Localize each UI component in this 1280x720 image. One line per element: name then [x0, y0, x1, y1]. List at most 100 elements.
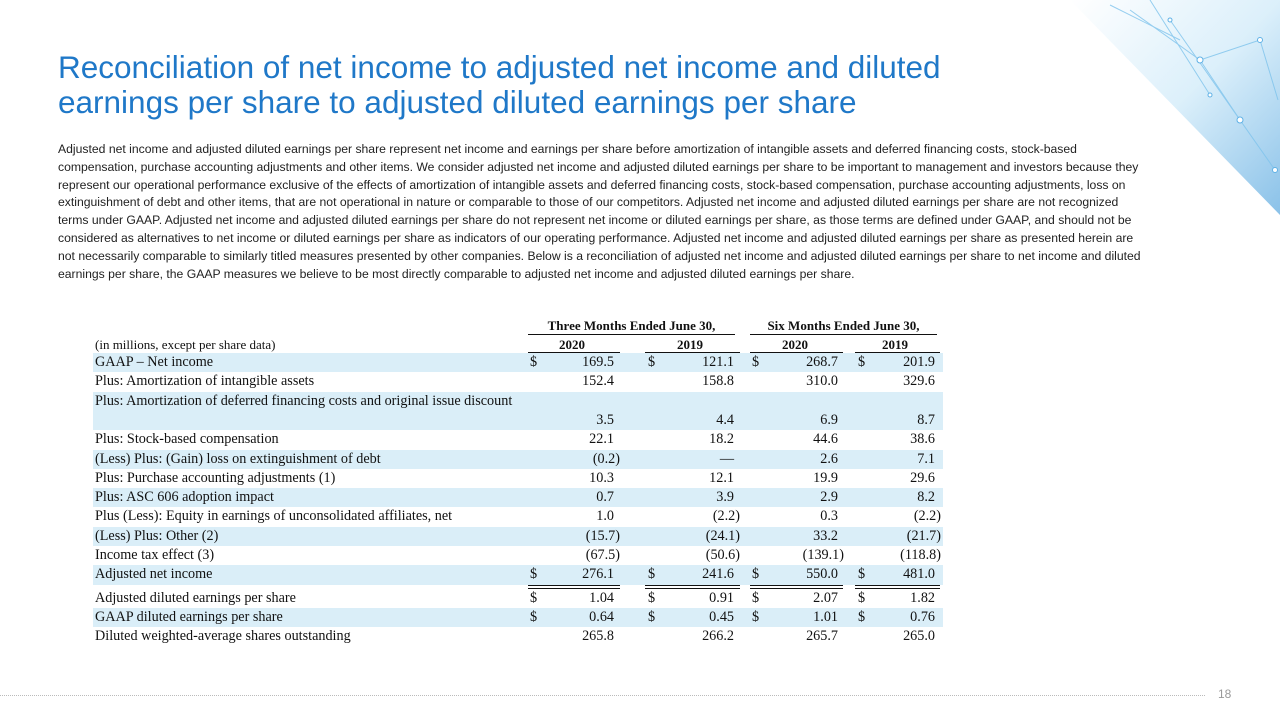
- row-label: Plus: Stock-based compensation: [95, 431, 279, 448]
- year-header: 2019: [677, 337, 703, 352]
- cell-value: 550.0: [806, 566, 838, 583]
- cell-value: (67.5): [585, 547, 620, 563]
- cell-value: 8.2: [917, 489, 935, 506]
- cell-value: 7.1: [917, 450, 935, 467]
- cell-value: 169.5: [582, 354, 614, 370]
- header-rule: [855, 352, 940, 353]
- cell-value: 1.82: [910, 589, 935, 606]
- row-shade: [93, 488, 943, 508]
- column-group-header: Six Months Ended June 30,: [767, 318, 920, 333]
- cell-value: (2.2): [913, 508, 941, 525]
- cell-value: 310.0: [806, 373, 838, 390]
- double-rule: [528, 584, 620, 589]
- cell-value: 0.3: [820, 508, 838, 525]
- cell-value: 268.7: [806, 354, 838, 370]
- cell-value: 22.1: [589, 431, 614, 448]
- currency-sign: $: [752, 608, 760, 625]
- cell-value: 0.64: [589, 608, 614, 625]
- cell-value: 44.6: [813, 431, 838, 448]
- cell-value: (118.8): [900, 547, 941, 563]
- cell-value: 329.6: [903, 373, 935, 390]
- cell-value: 201.9: [903, 354, 935, 370]
- currency-sign: $: [530, 354, 538, 370]
- slide-title: Reconciliation of net income to adjusted…: [58, 49, 941, 120]
- row-shade: [93, 449, 943, 469]
- cell-value: 121.1: [702, 354, 734, 370]
- cell-value: (0.2): [592, 450, 620, 467]
- currency-sign: $: [648, 608, 656, 625]
- row-shade: [93, 391, 943, 431]
- header-rule: [528, 352, 620, 353]
- cell-value: 158.8: [702, 373, 734, 390]
- row-label: GAAP – Net income: [95, 354, 214, 370]
- cell-value: (24.1): [705, 527, 740, 544]
- header-rule: [750, 334, 937, 335]
- cell-value: 265.0: [903, 628, 935, 645]
- year-header: 2019: [882, 337, 908, 352]
- year-header: 2020: [559, 337, 585, 352]
- cell-value: 266.2: [702, 628, 734, 645]
- row-shade: [93, 353, 943, 373]
- row-label: GAAP diluted earnings per share: [95, 608, 283, 625]
- row-label: Plus: ASC 606 adoption impact: [95, 489, 274, 506]
- currency-sign: $: [648, 589, 656, 606]
- row-label: (Less) Plus: Other (2): [95, 527, 219, 544]
- row-label: Income tax effect (3): [95, 547, 215, 563]
- cell-value: 2.6: [820, 450, 838, 467]
- intro-paragraph: Adjusted net income and adjusted diluted…: [58, 142, 1141, 281]
- page-number: 18: [1218, 687, 1232, 701]
- row-label: (Less) Plus: (Gain) loss on extinguishme…: [95, 450, 381, 467]
- cell-value: 38.6: [910, 431, 935, 448]
- cell-value: (139.1): [802, 547, 844, 563]
- currency-sign: $: [858, 354, 866, 370]
- row-label: Adjusted diluted earnings per share: [95, 589, 296, 606]
- double-rule: [645, 584, 740, 589]
- row-label: Plus: Amortization of intangible assets: [95, 373, 315, 390]
- cell-value: 18.2: [709, 431, 734, 448]
- footer-rule: [0, 695, 1205, 696]
- cell-value: 1.0: [596, 508, 614, 525]
- row-label: Diluted weighted-average shares outstand…: [95, 628, 351, 645]
- cell-value: 3.9: [716, 489, 734, 506]
- row-shade: [93, 526, 943, 546]
- double-rule: [855, 584, 940, 589]
- header-rule: [645, 352, 740, 353]
- cell-value: 3.5: [596, 411, 614, 428]
- cell-value: (21.7): [906, 527, 941, 544]
- units-note: (in millions, except per share data): [95, 337, 276, 352]
- cell-value: 276.1: [582, 566, 614, 583]
- currency-sign: $: [648, 354, 656, 370]
- cell-value: 1.04: [589, 589, 614, 606]
- currency-sign: $: [530, 589, 538, 606]
- currency-sign: $: [530, 608, 538, 625]
- column-group-header: Three Months Ended June 30,: [547, 318, 716, 333]
- cell-value: 265.7: [806, 628, 838, 645]
- cell-value: 29.6: [910, 469, 935, 486]
- currency-sign: $: [530, 566, 538, 583]
- cell-value: 4.4: [716, 411, 734, 428]
- currency-sign: $: [858, 566, 866, 583]
- year-header: 2020: [782, 337, 808, 352]
- row-shade: [93, 607, 943, 628]
- cell-value: 2.9: [820, 489, 838, 506]
- currency-sign: $: [752, 354, 760, 370]
- cell-value: —: [719, 450, 734, 467]
- currency-sign: $: [752, 566, 760, 583]
- header-rule: [528, 334, 735, 335]
- cell-value: 33.2: [813, 527, 838, 544]
- cell-value: 19.9: [813, 469, 838, 486]
- cell-value: (15.7): [585, 527, 620, 544]
- row-label: Plus (Less): Equity in earnings of uncon…: [95, 508, 453, 525]
- cell-value: 265.8: [582, 628, 614, 645]
- cell-value: 0.76: [910, 608, 935, 625]
- cell-value: 152.4: [582, 373, 614, 390]
- cell-value: 8.7: [917, 411, 935, 428]
- currency-sign: $: [752, 589, 760, 606]
- cell-value: 0.91: [709, 589, 734, 606]
- currency-sign: $: [648, 566, 656, 583]
- row-label: Plus: Purchase accounting adjustments (1…: [95, 469, 336, 486]
- currency-sign: $: [858, 608, 866, 625]
- cell-value: 2.07: [813, 589, 838, 606]
